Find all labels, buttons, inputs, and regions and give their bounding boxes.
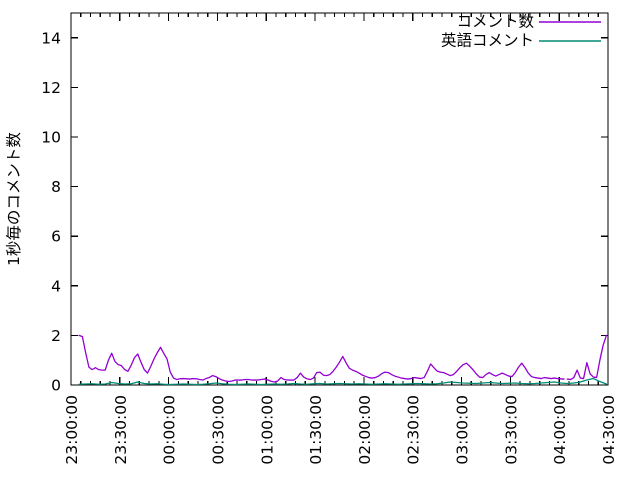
y-axis-ticks — [71, 37, 608, 386]
legend-label-1: 英語コメント — [441, 32, 534, 50]
x-tick-label-2: 00:00:00 — [161, 395, 179, 465]
x-tick-label-3: 00:30:00 — [209, 395, 227, 465]
x-tick-label-9: 03:30:00 — [502, 395, 520, 465]
plot-border — [70, 12, 609, 386]
x-axis-tick-labels: 23:00:00 23:30:00 00:00:00 00:30:00 01:00:00… — [63, 395, 618, 465]
x-tick-label-10: 04:00:00 — [551, 395, 569, 465]
data-series-group — [78, 334, 608, 386]
legend-label-0: コメント数 — [456, 13, 534, 31]
x-tick-label-0: 23:00:00 — [63, 395, 81, 465]
y-tick-label-2: 2 — [51, 327, 61, 345]
x-tick-label-6: 02:00:00 — [356, 395, 374, 465]
x-axis-ticks — [70, 13, 609, 385]
y-tick-label-0: 0 — [51, 377, 61, 395]
y-tick-label-6: 6 — [51, 228, 61, 246]
y-axis-tick-labels: 0 2 4 6 8 10 12 14 — [41, 29, 61, 394]
x-tick-label-8: 03:00:00 — [454, 395, 472, 465]
y-tick-label-8: 8 — [51, 178, 61, 196]
y-tick-label-14: 14 — [41, 29, 61, 47]
y-axis-label: 1秒毎のコメント数 — [5, 132, 23, 266]
x-tick-label-7: 02:30:00 — [405, 395, 423, 465]
y-tick-label-4: 4 — [51, 277, 61, 295]
plot-frame — [70, 12, 609, 386]
x-tick-label-4: 01:00:00 — [258, 395, 276, 465]
series-line-1 — [566, 334, 608, 381]
x-tick-label-11: 04:30:00 — [600, 395, 618, 465]
y-tick-label-10: 10 — [41, 129, 61, 147]
x-tick-label-1: 23:30:00 — [112, 395, 130, 465]
series-line-2 — [78, 377, 608, 386]
x-tick-label-5: 01:30:00 — [307, 395, 325, 465]
y-tick-label-12: 12 — [41, 79, 61, 97]
series-line-0 — [78, 334, 565, 383]
